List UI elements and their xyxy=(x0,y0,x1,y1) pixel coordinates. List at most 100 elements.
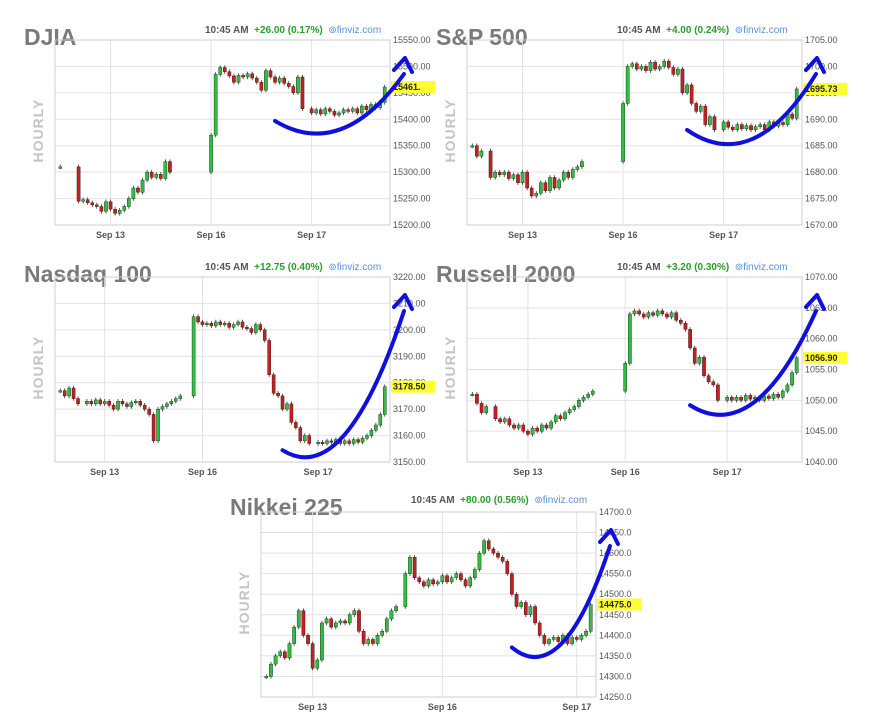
candle-down xyxy=(644,66,648,71)
candle-up xyxy=(403,573,408,607)
candle-down xyxy=(637,310,641,315)
chart-title: Nasdaq 100 xyxy=(24,261,152,287)
candle-down xyxy=(679,319,683,324)
candle-down xyxy=(262,329,267,341)
candle-up xyxy=(292,626,296,644)
candle-down xyxy=(521,424,526,432)
candle-up xyxy=(337,112,341,116)
chart-header: 10:45 AM +80.00 (0.56%) ⊚finviz.com xyxy=(411,495,587,506)
candle-up xyxy=(794,357,799,373)
candle-down xyxy=(95,204,99,207)
candle-down xyxy=(258,324,263,331)
candle-up xyxy=(473,569,477,578)
candle-down xyxy=(475,393,479,404)
y-axis-label: HOURLY xyxy=(30,336,46,400)
candle-down xyxy=(227,71,232,77)
candle-up xyxy=(516,424,521,429)
candle-up xyxy=(586,393,590,398)
candle-down xyxy=(346,109,350,112)
source-logo-icon: ⊚ xyxy=(734,262,744,273)
candle-down xyxy=(762,124,767,131)
y-tick-label: 14600.0 xyxy=(599,548,632,558)
candle-up xyxy=(408,557,412,574)
y-tick-label: 14400.0 xyxy=(599,630,632,640)
candle-up xyxy=(374,424,378,431)
y-tick-label: 3170.00 xyxy=(393,404,426,414)
candle-down xyxy=(108,201,113,210)
candle-down xyxy=(259,82,264,91)
candle-up xyxy=(721,121,726,131)
y-tick-label: 14650.0 xyxy=(599,528,632,538)
candle-up xyxy=(655,310,660,316)
annotation-arrow-curve xyxy=(273,72,406,136)
header-source[interactable]: finviz.com xyxy=(743,262,788,273)
candle-up xyxy=(269,663,273,677)
candle-up xyxy=(632,310,637,315)
source-logo-icon: ⊚ xyxy=(734,25,744,36)
candle-down xyxy=(507,171,511,179)
candle-up xyxy=(790,372,794,386)
y-tick-label: 1680.00 xyxy=(805,167,838,177)
candle-up xyxy=(743,395,748,401)
y-tick-label: 1685.00 xyxy=(805,141,838,151)
candle-down xyxy=(357,610,361,632)
candle-up xyxy=(502,171,507,175)
header-change: +26.00 (0.17%) xyxy=(254,25,323,36)
candle-down xyxy=(329,440,334,443)
header-source[interactable]: finviz.com xyxy=(542,495,588,506)
candle-down xyxy=(318,109,323,115)
candle-up xyxy=(245,73,250,78)
candle-up xyxy=(273,655,278,665)
candle-up xyxy=(557,179,561,189)
candle-up xyxy=(134,401,138,403)
candle-up xyxy=(102,401,107,405)
header-source[interactable]: finviz.com xyxy=(743,25,788,36)
candle-down xyxy=(151,414,156,442)
candle-up xyxy=(140,179,145,193)
candle-down xyxy=(544,424,549,429)
header-time: 10:45 AM xyxy=(205,262,249,273)
last-price-highlight xyxy=(391,380,435,393)
y-tick-label: 15300.00 xyxy=(393,167,431,177)
header-time: 10:45 AM xyxy=(205,25,249,36)
candle-down xyxy=(309,108,314,114)
candle-down xyxy=(498,418,502,423)
candle-up xyxy=(174,398,178,402)
candle-up xyxy=(625,66,630,104)
candle-up xyxy=(351,439,356,444)
candle-down xyxy=(98,399,102,405)
candle-up xyxy=(735,124,740,131)
candle-up xyxy=(178,395,183,399)
chart-svg: 1070.001065.001060.001055.001050.001045.… xyxy=(442,272,847,477)
candle-up xyxy=(584,631,588,636)
y-tick-label: 1045.00 xyxy=(805,426,838,436)
candle-down xyxy=(85,199,90,203)
annotation-arrow-head-icon xyxy=(804,56,826,74)
annotation-arrow-head-icon xyxy=(392,56,414,74)
candle-up xyxy=(528,606,533,615)
candle-down xyxy=(529,187,534,197)
header-source[interactable]: finviz.com xyxy=(336,262,382,273)
candle-up xyxy=(780,390,785,398)
candle-up xyxy=(657,66,662,70)
candle-down xyxy=(500,557,505,562)
candle-up xyxy=(156,408,160,442)
candle-down xyxy=(301,610,306,636)
candle-up xyxy=(577,400,581,407)
y-tick-label: 14450.0 xyxy=(599,610,632,620)
last-price-label: 15461. xyxy=(393,82,421,92)
annotation-arrow-curve xyxy=(280,309,406,460)
candle-down xyxy=(343,620,347,624)
candle-down xyxy=(417,577,422,583)
candle-up xyxy=(435,581,440,585)
candle-up xyxy=(676,68,680,75)
candle-up xyxy=(426,579,431,587)
candle-up xyxy=(511,174,516,179)
header-source[interactable]: finviz.com xyxy=(336,25,382,36)
candle-down xyxy=(267,340,271,375)
candle-up xyxy=(375,635,380,644)
candle-up xyxy=(561,171,566,181)
candle-up xyxy=(454,573,459,578)
candle-up xyxy=(378,414,383,426)
candle-down xyxy=(168,161,172,173)
